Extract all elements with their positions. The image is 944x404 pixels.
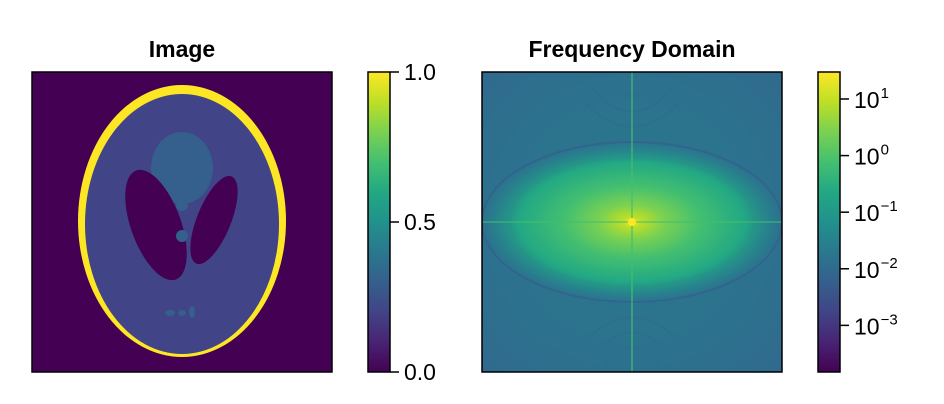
left-dark-ellipse — [125, 169, 187, 281]
frequency-colorbar-tick-exponent: −2 — [881, 255, 898, 272]
top-ellipse — [151, 132, 213, 204]
image-panel-title: Image — [149, 36, 215, 62]
frequency-colorbar-tick-exponent: 1 — [881, 85, 889, 102]
frequency-colorbar-tick-label: 10−1 — [854, 198, 898, 226]
frequency-colorbar-tick-base: 10 — [854, 257, 880, 283]
frequency-heatmap — [482, 72, 782, 372]
image-colorbar-tick-label: 1.0 — [404, 59, 436, 85]
image-axes-frame — [31, 71, 333, 373]
spot-low-right — [189, 306, 195, 318]
frequency-colorbar-tick-label: 100 — [854, 142, 889, 170]
frequency-colorbar-tick-label: 10−3 — [854, 311, 898, 339]
spot-middle — [176, 230, 188, 242]
spot-upper — [176, 201, 188, 211]
frequency-colorbar-tick-exponent: 0 — [881, 142, 889, 159]
image-colorbar-ticks: 0.0 0.5 1.0 — [390, 59, 436, 385]
frequency-colorbar-tick-label: 101 — [854, 85, 889, 113]
frequency-colorbar-tick-base: 10 — [854, 313, 880, 339]
frequency-dc-peak — [628, 218, 636, 226]
frequency-colorbar-tick-exponent: −3 — [881, 311, 898, 328]
image-colorbar-tick-label: 0.0 — [404, 359, 436, 385]
right-dark-ellipse — [190, 175, 238, 265]
image-heatmap — [32, 72, 332, 372]
frequency-colorbar — [817, 71, 841, 373]
frequency-colorbar-tick-label: 10−2 — [854, 255, 898, 283]
frequency-colorbar-tick-base: 10 — [854, 144, 880, 170]
frequency-colorbar-tick-base: 10 — [854, 87, 880, 113]
frequency-colorbar-tick-base: 10 — [854, 200, 880, 226]
spot-low-mid — [178, 310, 186, 316]
spot-low-left — [165, 310, 175, 316]
frequency-colorbar-tick-exponent: −1 — [881, 198, 898, 215]
frequency-axes-frame — [481, 71, 783, 373]
image-colorbar-tick-label: 0.5 — [404, 209, 436, 235]
frequency-panel-title: Frequency Domain — [528, 36, 735, 62]
image-colorbar — [367, 71, 391, 373]
brain-region — [85, 94, 279, 354]
